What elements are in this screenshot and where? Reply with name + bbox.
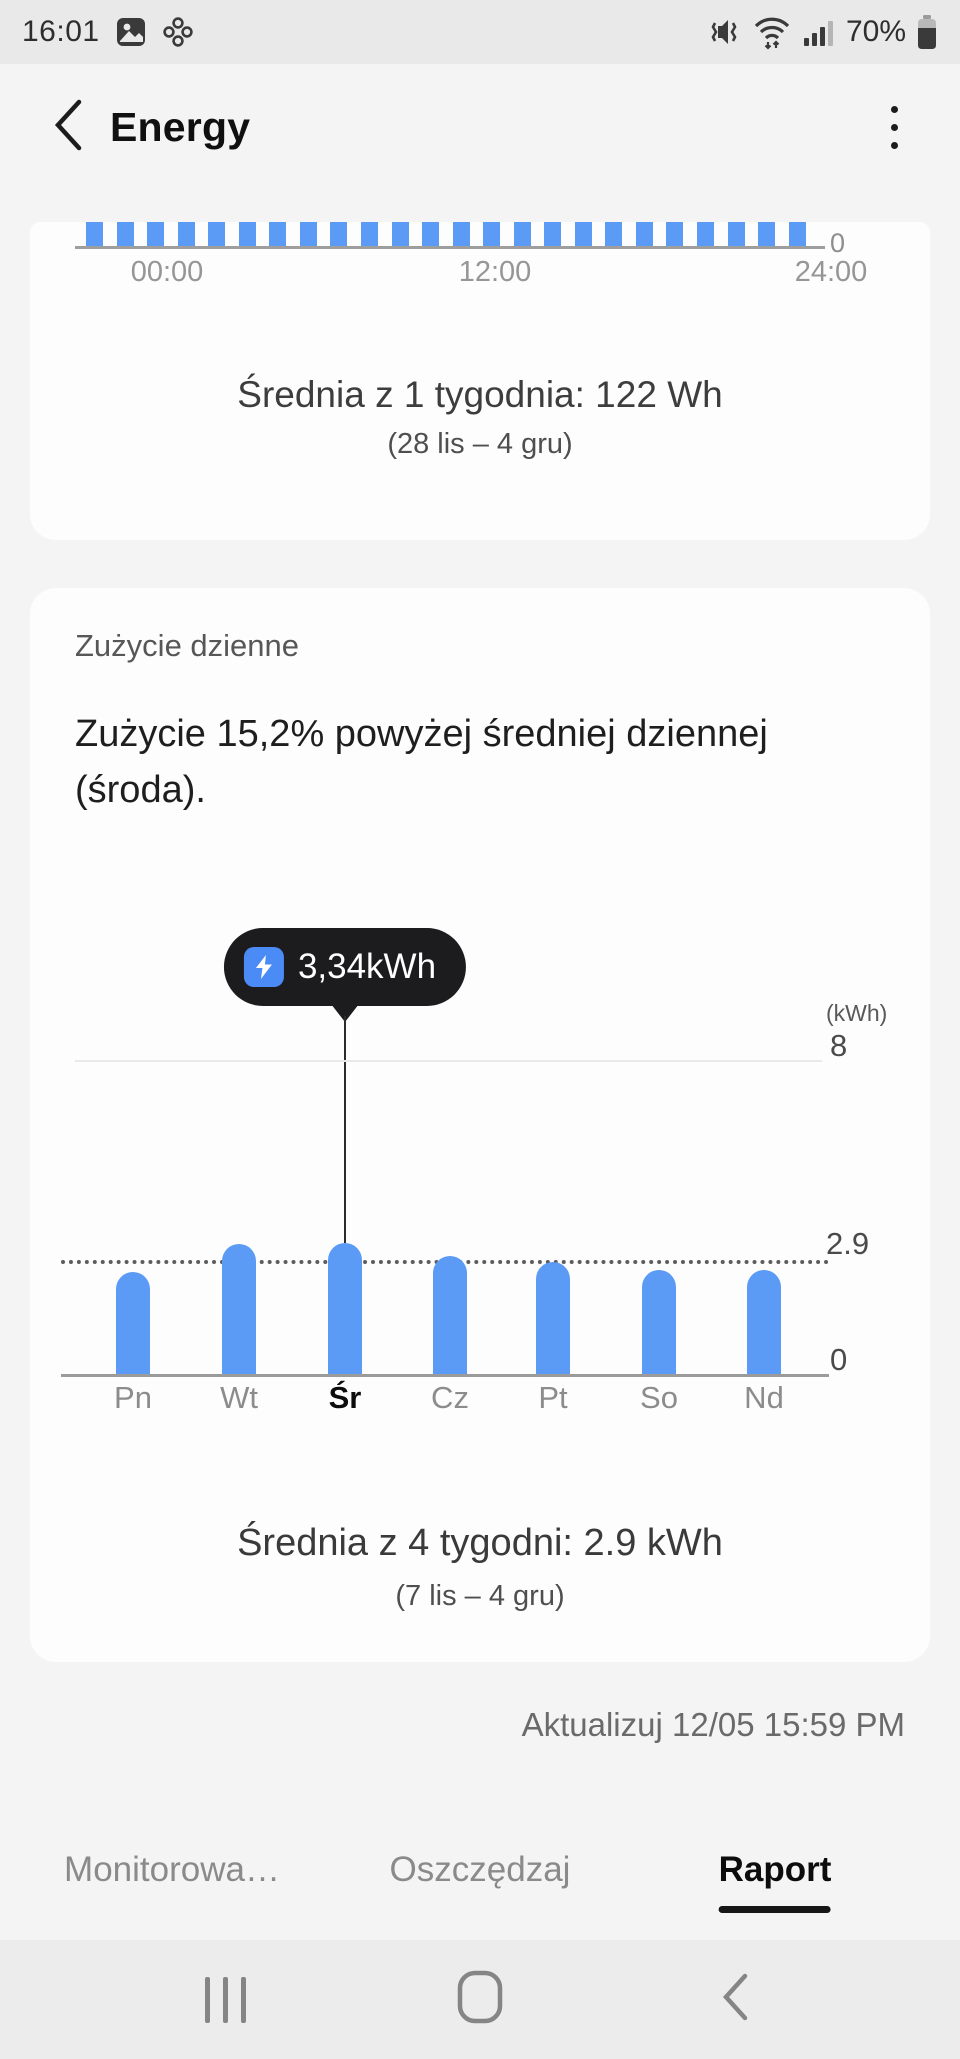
day-label-Pn[interactable]: Pn xyxy=(114,1380,152,1415)
daily-bar-Pt[interactable] xyxy=(536,1262,570,1374)
hourly-bar[interactable] xyxy=(269,222,287,246)
hourly-x-tick: 24:00 xyxy=(794,256,868,288)
battery-icon xyxy=(916,14,938,50)
daily-bar-Nd[interactable] xyxy=(747,1270,781,1374)
tab-raport[interactable]: Raport xyxy=(718,1850,832,1913)
wifi-icon xyxy=(752,14,792,50)
hourly-usage-card: 0 00:00 12:00 24:00 Średnia z 1 tygodnia: … xyxy=(30,222,930,540)
value-tooltip: 3,34kWh xyxy=(223,928,467,1006)
tab-bar: Monitorowa… Oszczędzaj Raport xyxy=(0,1836,960,1926)
home-icon xyxy=(457,1970,503,2029)
hourly-x-tick: 00:00 xyxy=(130,256,204,288)
daily-insight-text: Zużycie 15,2% powyżej średniej dziennej … xyxy=(75,713,768,811)
daily-card-title: Zużycie dzienne xyxy=(75,628,300,663)
daily-usage-card: Zużycie dzienne Zużycie 15,2% powyżej śr… xyxy=(30,588,930,1662)
hourly-bar[interactable] xyxy=(635,222,653,246)
status-left: 16:01 xyxy=(22,15,194,49)
tab-label: Monitorowa… xyxy=(64,1850,280,1889)
day-label-Cz[interactable]: Cz xyxy=(431,1380,469,1415)
active-tab-underline xyxy=(719,1906,831,1913)
hourly-bar[interactable] xyxy=(788,222,806,246)
day-label-Wt[interactable]: Wt xyxy=(220,1380,258,1415)
day-label-Nd[interactable]: Nd xyxy=(744,1380,784,1415)
hourly-bar[interactable] xyxy=(483,222,501,246)
hourly-bar[interactable] xyxy=(452,222,470,246)
tab-oszczedzaj[interactable]: Oszczędzaj xyxy=(390,1850,571,1890)
hourly-bar[interactable] xyxy=(697,222,714,246)
back-button[interactable] xyxy=(46,99,90,155)
recents-button[interactable] xyxy=(185,1960,265,2040)
daily-bar-Wt[interactable] xyxy=(222,1244,256,1374)
daily-bar-Śr[interactable] xyxy=(328,1243,362,1374)
hourly-bar[interactable] xyxy=(513,222,531,246)
more-options-button[interactable] xyxy=(874,97,914,157)
last-updated-text: Aktualizuj 12/05 15:59 PM xyxy=(521,1706,905,1743)
battery-percent-text: 70% xyxy=(845,15,906,48)
gallery-icon xyxy=(116,17,146,47)
hourly-bar-chart[interactable] xyxy=(75,222,822,246)
hourly-bar[interactable] xyxy=(330,222,348,246)
hourly-bar[interactable] xyxy=(727,222,745,246)
hourly-bar[interactable] xyxy=(422,222,440,246)
kebab-menu-icon xyxy=(890,105,898,113)
weekly-range-text: (28 lis – 4 gru) xyxy=(387,428,573,460)
status-right: 70% xyxy=(708,14,938,50)
hourly-bar[interactable] xyxy=(391,222,409,246)
home-button[interactable] xyxy=(440,1960,520,2040)
y-tick-8: 8 xyxy=(830,1028,848,1063)
back-nav-button[interactable] xyxy=(695,1960,775,2040)
hourly-bar[interactable] xyxy=(605,222,623,246)
tab-label: Oszczędzaj xyxy=(389,1850,571,1889)
hourly-bar[interactable] xyxy=(147,222,165,246)
monthly-average-text: Średnia z 4 tygodni: 2.9 kWh xyxy=(237,1522,723,1564)
tab-label: Raport xyxy=(718,1850,832,1889)
tooltip-pointer-line xyxy=(344,1016,346,1243)
y-axis-unit-label: (kWh) xyxy=(826,1000,888,1026)
recents-icon xyxy=(204,1976,246,2023)
monthly-range-text: (7 lis – 4 gru) xyxy=(395,1580,565,1612)
daily-bar-Pn[interactable] xyxy=(116,1272,150,1374)
day-label-Pt[interactable]: Pt xyxy=(538,1380,568,1415)
gridline-8 xyxy=(75,1060,822,1062)
y-tick-2-9: 2.9 xyxy=(826,1226,870,1261)
hourly-bar[interactable] xyxy=(360,222,378,246)
signal-icon xyxy=(802,16,836,48)
hourly-bar[interactable] xyxy=(299,222,317,246)
clock-text: 16:01 xyxy=(22,15,100,48)
hourly-bar[interactable] xyxy=(574,222,592,246)
back-nav-icon xyxy=(721,1973,749,2026)
status-bar: 16:01 xyxy=(0,0,960,64)
y-tick-0: 0 xyxy=(830,1342,848,1377)
hourly-bar[interactable] xyxy=(238,222,256,246)
mute-vibrate-icon xyxy=(708,15,742,49)
daily-bar-chart xyxy=(61,1060,829,1377)
hourly-y-tick-0: 0 xyxy=(830,228,846,258)
weekly-average-text: Średnia z 1 tygodnia: 122 Wh xyxy=(237,374,723,415)
hourly-bar[interactable] xyxy=(177,222,195,246)
lightning-bolt-icon xyxy=(243,947,284,987)
tooltip-value-text: 3,34kWh xyxy=(297,947,437,986)
day-label-Śr[interactable]: Śr xyxy=(328,1380,362,1415)
page-title: Energy xyxy=(110,103,251,150)
tooltip-tail xyxy=(331,1004,359,1022)
day-label-So[interactable]: So xyxy=(640,1380,678,1415)
daily-bar-Cz[interactable] xyxy=(433,1256,467,1374)
hourly-bar[interactable] xyxy=(86,222,103,246)
hourly-bar[interactable] xyxy=(758,222,776,246)
hourly-x-axis xyxy=(75,246,825,249)
app-header: Energy xyxy=(0,64,960,190)
hourly-x-tick: 12:00 xyxy=(458,256,532,288)
clover-app-icon xyxy=(162,16,194,48)
android-nav-bar xyxy=(0,1940,960,2059)
x-axis-line xyxy=(61,1374,829,1377)
tab-monitoruj[interactable]: Monitorowa… xyxy=(64,1850,280,1890)
hourly-bar[interactable] xyxy=(116,222,134,246)
hourly-bar[interactable] xyxy=(544,222,562,246)
daily-bar-So[interactable] xyxy=(642,1270,676,1374)
hourly-bar[interactable] xyxy=(208,222,226,246)
hourly-bar[interactable] xyxy=(666,222,684,246)
back-chevron-icon xyxy=(53,99,83,156)
